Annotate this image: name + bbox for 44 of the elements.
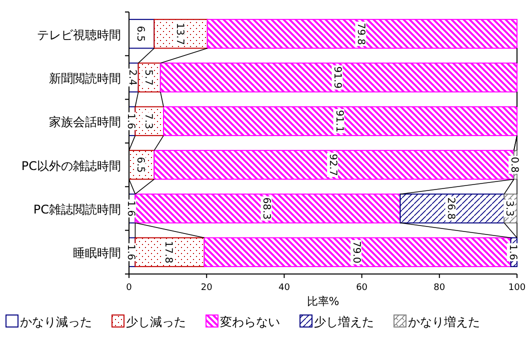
- data-label: 91.9: [332, 66, 343, 89]
- data-label: 17.8: [162, 241, 174, 264]
- y-tick-label: 家族会話時間: [49, 115, 121, 130]
- data-label: 5.7: [142, 70, 154, 86]
- x-tick-label: 60: [356, 283, 368, 293]
- legend-label: 少し減った: [126, 315, 186, 329]
- legend-label: 変わらない: [220, 315, 280, 329]
- bar: [163, 106, 518, 136]
- legend-label: かなり減った: [20, 315, 92, 329]
- data-label: 92.7: [327, 154, 338, 176]
- legend-label: かなり増えた: [408, 315, 480, 329]
- bar: [206, 18, 518, 49]
- y-tick-label: PC以外の雑誌時間: [21, 158, 121, 173]
- y-tick-label: 新聞閲読時間: [49, 72, 121, 86]
- data-label: 6.5: [134, 156, 146, 173]
- y-tick-label: 睡眠時間: [73, 246, 121, 260]
- x-tick-label: 40: [278, 283, 290, 293]
- x-axis-title: 比率%: [306, 295, 340, 308]
- data-label: 79.0: [350, 241, 362, 264]
- data-label: 91.1: [333, 110, 344, 132]
- data-label: 26.8: [445, 197, 456, 220]
- bar: [160, 62, 518, 92]
- bar: [204, 237, 512, 268]
- data-label: 2.4: [126, 70, 138, 86]
- data-label: 6.5: [134, 26, 146, 42]
- data-label: 1.6: [506, 244, 518, 260]
- x-tick-label: 80: [434, 283, 446, 293]
- legend-label: 少し増えた: [314, 315, 374, 329]
- x-tick-label: 20: [200, 283, 213, 293]
- data-label: 3.3: [504, 200, 515, 216]
- data-label: 1.6: [125, 244, 136, 260]
- bar: [134, 194, 401, 224]
- data-label: 13.7: [174, 22, 185, 45]
- data-label: 1.6: [125, 200, 136, 216]
- x-tick-label: 0: [126, 283, 132, 293]
- data-label: 1.6: [125, 113, 136, 130]
- y-tick-label: テレビ視聴時間: [37, 28, 121, 42]
- data-label: 79.8: [355, 22, 366, 45]
- x-tick-label: 100: [508, 283, 526, 293]
- bar: [400, 194, 505, 224]
- data-label: 0.8: [508, 156, 520, 173]
- data-label: 68.3: [260, 197, 272, 220]
- data-label: 7.3: [142, 113, 154, 130]
- y-tick-label: PC雑誌閲読時間: [33, 202, 121, 216]
